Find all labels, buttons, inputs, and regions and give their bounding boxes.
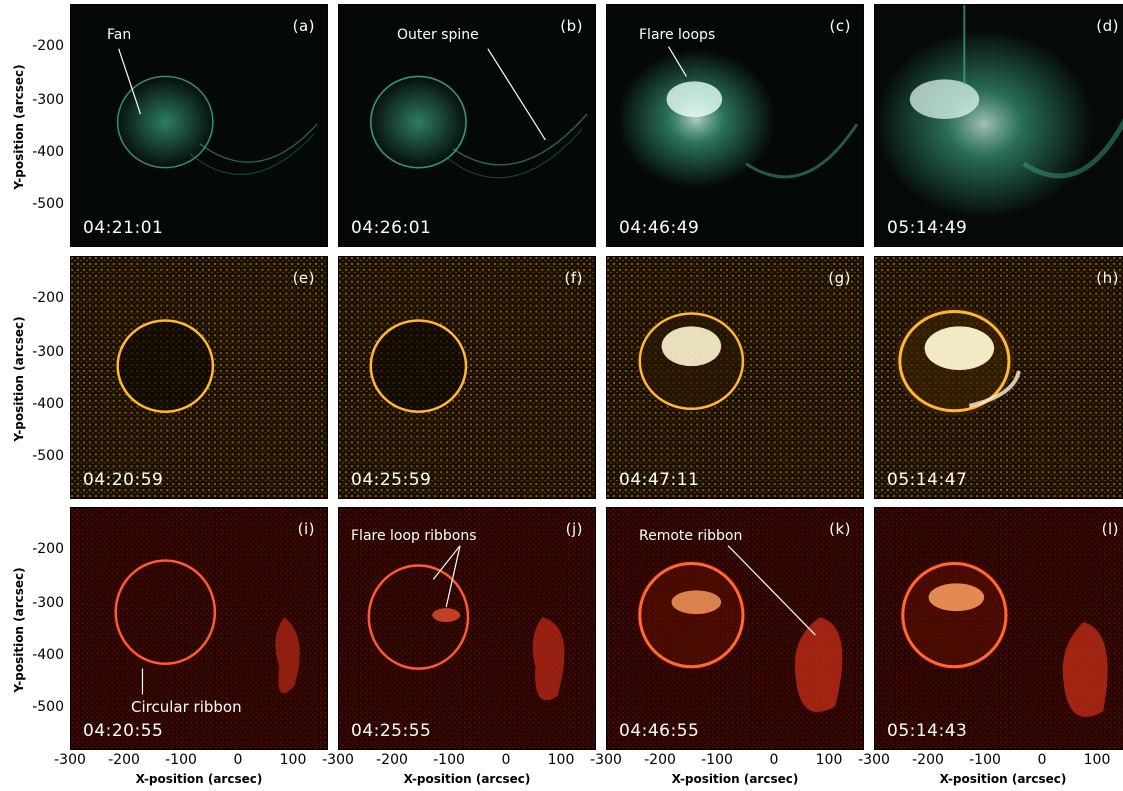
- panel-label: (h): [1096, 269, 1119, 287]
- annotation-fan: Fan: [107, 27, 132, 43]
- x-tick: 0: [769, 752, 779, 768]
- x-tick: 100: [279, 752, 307, 768]
- uv-image-red: [875, 508, 1123, 749]
- euv-image-orange: [71, 257, 327, 498]
- panel-i: Circular ribbon (i) 04:20:55: [70, 507, 328, 750]
- y-tick: -300: [32, 92, 64, 108]
- uv-image-red: [607, 508, 863, 749]
- y-tick: -400: [32, 647, 64, 663]
- panel-label: (a): [292, 17, 315, 35]
- panel-timestamp: 04:25:55: [351, 721, 432, 741]
- panel-timestamp: 04:20:59: [83, 470, 164, 490]
- euv-image-orange: [875, 257, 1123, 498]
- panel-timestamp: 05:14:43: [887, 721, 968, 741]
- euv-image-green: [71, 5, 327, 246]
- x-tick: -300: [858, 752, 890, 768]
- x-tick: -100: [165, 752, 197, 768]
- panel-label: (e): [292, 269, 315, 287]
- panel-timestamp: 04:21:01: [83, 218, 164, 238]
- x-tick: -200: [376, 752, 408, 768]
- x-tick: -200: [108, 752, 140, 768]
- y-tick: -400: [32, 396, 64, 412]
- annotation-outer-spine: Outer spine: [397, 27, 479, 43]
- panel-k: Remote ribbon (k) 04:46:55: [606, 507, 864, 750]
- annotation-flare-loop-ribbons: Flare loop ribbons: [351, 528, 477, 544]
- panel-timestamp: 04:46:49: [619, 218, 700, 238]
- panel-g: (g) 04:47:11: [606, 256, 864, 499]
- y-tick: -200: [32, 541, 64, 557]
- panel-label: (j): [565, 520, 583, 538]
- x-tick: -100: [701, 752, 733, 768]
- x-tick: 0: [501, 752, 511, 768]
- x-tick: -100: [969, 752, 1001, 768]
- panel-label: (d): [1096, 17, 1119, 35]
- x-tick: 100: [815, 752, 843, 768]
- x-axis-label: X-position (arcsec): [403, 772, 531, 786]
- euv-image-green: [607, 5, 863, 246]
- x-tick: -100: [433, 752, 465, 768]
- x-tick: 100: [1083, 752, 1111, 768]
- x-tick: -300: [54, 752, 86, 768]
- panel-j: Flare loop ribbons (j) 04:25:55: [338, 507, 596, 750]
- y-tick: -300: [32, 595, 64, 611]
- panel-label: (f): [564, 269, 583, 287]
- panel-label: (b): [560, 17, 583, 35]
- x-axis-label: X-position (arcsec): [135, 772, 263, 786]
- y-tick: -500: [32, 196, 64, 212]
- x-tick: 0: [233, 752, 243, 768]
- x-axis-label: X-position (arcsec): [939, 772, 1067, 786]
- x-tick: 0: [1037, 752, 1047, 768]
- panel-c: Flare loops (c) 04:46:49: [606, 4, 864, 247]
- panel-timestamp: 04:47:11: [619, 470, 700, 490]
- annotation-circular-ribbon: Circular ribbon: [131, 698, 242, 716]
- x-tick: -200: [644, 752, 676, 768]
- panel-timestamp: 05:14:49: [887, 218, 968, 238]
- panel-timestamp: 04:25:59: [351, 470, 432, 490]
- panel-f: (f) 04:25:59: [338, 256, 596, 499]
- panel-h: (h) 05:14:47: [874, 256, 1123, 499]
- panel-e: (e) 04:20:59: [70, 256, 328, 499]
- panel-timestamp: 04:20:55: [83, 721, 164, 741]
- panel-label: (g): [828, 269, 851, 287]
- euv-image-green: [875, 5, 1123, 246]
- panel-timestamp: 04:26:01: [351, 218, 432, 238]
- panel-a: Fan (a) 04:21:01: [70, 4, 328, 247]
- panel-label: (c): [829, 17, 851, 35]
- y-tick: -300: [32, 344, 64, 360]
- euv-image-orange: [607, 257, 863, 498]
- x-tick: 100: [547, 752, 575, 768]
- y-tick: -200: [32, 38, 64, 54]
- panel-timestamp: 04:46:55: [619, 721, 700, 741]
- panel-label: (k): [829, 520, 851, 538]
- euv-image-orange: [339, 257, 595, 498]
- x-tick: -300: [322, 752, 354, 768]
- uv-image-red: [71, 508, 327, 749]
- y-tick: -500: [32, 699, 64, 715]
- y-tick: -400: [32, 144, 64, 160]
- y-tick: -500: [32, 448, 64, 464]
- annotation-remote-ribbon: Remote ribbon: [639, 528, 743, 544]
- panel-d: (d) 05:14:49: [874, 4, 1123, 247]
- panel-l: (l) 05:14:43: [874, 507, 1123, 750]
- panel-label: (l): [1101, 520, 1119, 538]
- x-axis-label: X-position (arcsec): [671, 772, 799, 786]
- x-tick: -200: [912, 752, 944, 768]
- euv-image-green: [339, 5, 595, 246]
- uv-image-red: [339, 508, 595, 749]
- x-tick: -300: [590, 752, 622, 768]
- y-tick: -200: [32, 290, 64, 306]
- panel-b: Outer spine (b) 04:26:01: [338, 4, 596, 247]
- panel-label: (i): [297, 520, 315, 538]
- annotation-flare-loops: Flare loops: [639, 27, 716, 43]
- panel-timestamp: 05:14:47: [887, 470, 968, 490]
